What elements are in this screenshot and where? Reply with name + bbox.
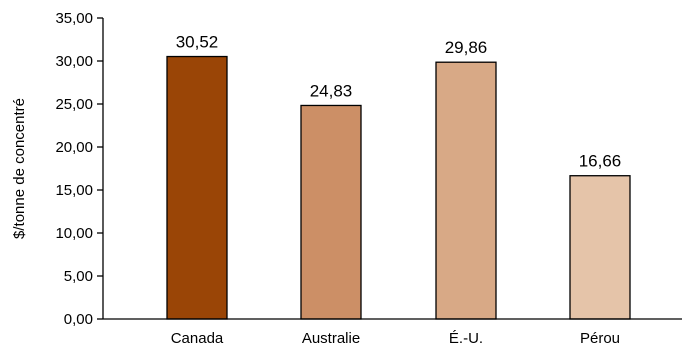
y-tick-label: 25,00 [55,96,93,113]
y-tick-label: 0,00 [64,311,93,328]
x-axis-labels: Canada Australie É.-U. Pérou [171,330,620,347]
bar-value-label: 16,66 [579,152,622,171]
y-tick-label: 20,00 [55,139,93,156]
bar-p-rou [569,175,631,320]
y-tick-label: 5,00 [64,268,93,285]
y-axis-title: $/tonne de concentré [11,98,28,239]
x-category-label: Australie [302,330,360,347]
y-tick-label: 10,00 [55,225,93,242]
y-tick-label: 35,00 [55,10,93,27]
bar-value-label: 29,86 [445,38,488,57]
bar-canada [166,55,228,320]
y-tick-label: 15,00 [55,182,93,199]
x-category-label: Pérou [580,330,620,347]
x-category-label: É.-U. [449,330,483,347]
y-axis-ticks: 0,00 5,00 10,00 15,00 20,00 25,00 30,00 35,00 [55,10,103,328]
bar-value-label: 30,52 [176,33,219,52]
bar-value-label: 24,83 [310,81,353,100]
y-tick-label: 30,00 [55,53,93,70]
bars: 30,52 24,83 29,86 16,66 [166,33,631,320]
bar--u- [435,61,497,320]
x-category-label: Canada [171,330,224,347]
bar-australie [300,104,362,320]
